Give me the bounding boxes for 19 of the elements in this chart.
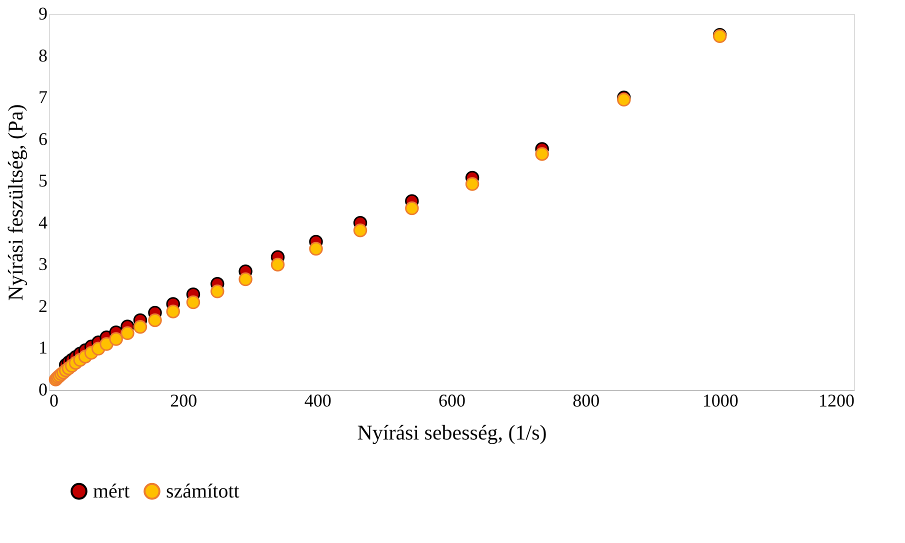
- x-tick-label: 1200: [818, 390, 854, 410]
- x-tick-label: 600: [438, 390, 466, 410]
- x-tick-label: 400: [304, 390, 332, 410]
- y-tick-label: 2: [38, 296, 48, 316]
- y-tick-label: 8: [38, 45, 48, 66]
- y-axis-title: Nyírási feszültség, (Pa): [4, 104, 28, 301]
- x-axis-title: Nyírási sebesség, (1/s): [357, 420, 547, 444]
- y-tick-label: 9: [38, 4, 48, 24]
- y-tick-label: 6: [38, 128, 48, 149]
- x-tick-label: 1000: [702, 390, 738, 410]
- legend-label: mért: [93, 480, 130, 502]
- legend-label: számított: [166, 480, 240, 502]
- y-tick-label: 3: [38, 254, 48, 274]
- y-tick-label: 5: [38, 170, 48, 191]
- y-tick-label: 4: [38, 212, 48, 232]
- x-tick-label: 200: [170, 390, 198, 410]
- y-tick-label: 1: [38, 338, 48, 358]
- x-tick-label: 800: [572, 390, 600, 410]
- y-tick-label: 7: [38, 87, 48, 108]
